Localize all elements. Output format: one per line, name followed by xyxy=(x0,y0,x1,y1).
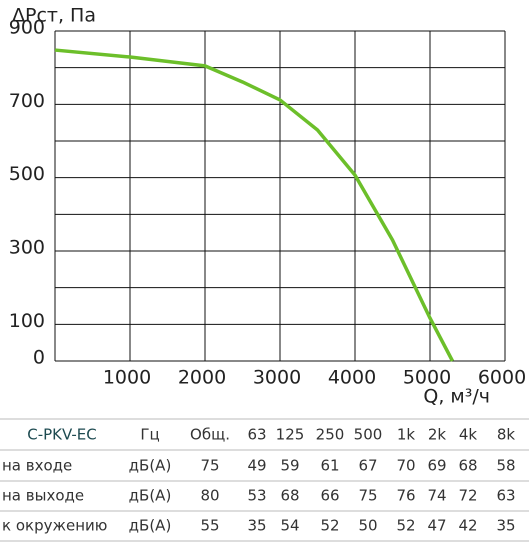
table-header: 500 xyxy=(354,426,383,444)
x-tick-label: 4000 xyxy=(328,367,376,389)
y-tick-label: 300 xyxy=(9,237,45,259)
table-cell: 75 xyxy=(358,487,377,505)
table-header: 250 xyxy=(316,426,345,444)
table-cell: 72 xyxy=(458,487,477,505)
table-header: 63 xyxy=(247,426,266,444)
table-cell: 54 xyxy=(280,517,299,535)
table-header: 125 xyxy=(276,426,305,444)
table-header: 8k xyxy=(497,426,516,444)
y-tick-label: 0 xyxy=(33,347,45,369)
table-cell: 49 xyxy=(247,457,266,475)
table-cell: 76 xyxy=(396,487,415,505)
table-cell: 35 xyxy=(496,517,515,535)
table-cell: 52 xyxy=(396,517,415,535)
table-cell: к окружению xyxy=(2,517,107,535)
x-tick-label: 5000 xyxy=(403,367,451,389)
table-cell: 53 xyxy=(247,487,266,505)
table-header: 4k xyxy=(459,426,478,444)
table-cell: 35 xyxy=(247,517,266,535)
table-cell: 68 xyxy=(280,487,299,505)
table-header: Общ. xyxy=(190,426,230,444)
table-cell: на входе xyxy=(2,457,72,475)
y-tick-label: 500 xyxy=(9,163,45,185)
table-header: 2k xyxy=(428,426,447,444)
table-cell: 67 xyxy=(358,457,377,475)
table-cell: 63 xyxy=(496,487,515,505)
table-cell: дБ(А) xyxy=(129,487,172,505)
table-cell: 80 xyxy=(200,487,219,505)
table-cell: 69 xyxy=(427,457,446,475)
y-tick-label: 100 xyxy=(9,310,45,332)
x-axis-label: Q, м³/ч xyxy=(423,386,490,408)
table-cell: 74 xyxy=(427,487,446,505)
table-cell: 42 xyxy=(458,517,477,535)
x-tick-label: 3000 xyxy=(253,367,301,389)
table-header: C-PKV-EC xyxy=(27,426,97,444)
table-header: 1k xyxy=(397,426,416,444)
table-cell: 52 xyxy=(320,517,339,535)
table-cell: 47 xyxy=(427,517,446,535)
x-tick-label: 2000 xyxy=(178,367,226,389)
table-cell: 68 xyxy=(458,457,477,475)
table-cell: 59 xyxy=(280,457,299,475)
table-cell: 66 xyxy=(320,487,339,505)
line xyxy=(54,48,455,362)
table-cell: 55 xyxy=(200,517,219,535)
table-cell: 75 xyxy=(200,457,219,475)
table-cell: 61 xyxy=(320,457,339,475)
table-cell: 70 xyxy=(396,457,415,475)
x-tick-label: 1000 xyxy=(103,367,151,389)
table-cell: 58 xyxy=(496,457,515,475)
y-tick-label: 900 xyxy=(9,17,45,39)
y-tick-label: 700 xyxy=(9,90,45,112)
table-cell: дБ(А) xyxy=(129,517,172,535)
table-cell: на выходе xyxy=(2,487,84,505)
table-cell: 50 xyxy=(358,517,377,535)
table-cell: дБ(А) xyxy=(129,457,172,475)
table-header: Гц xyxy=(140,426,159,444)
x-tick-label: 6000 xyxy=(478,367,526,389)
y-axis-label: ΔPст, Па xyxy=(12,5,96,27)
